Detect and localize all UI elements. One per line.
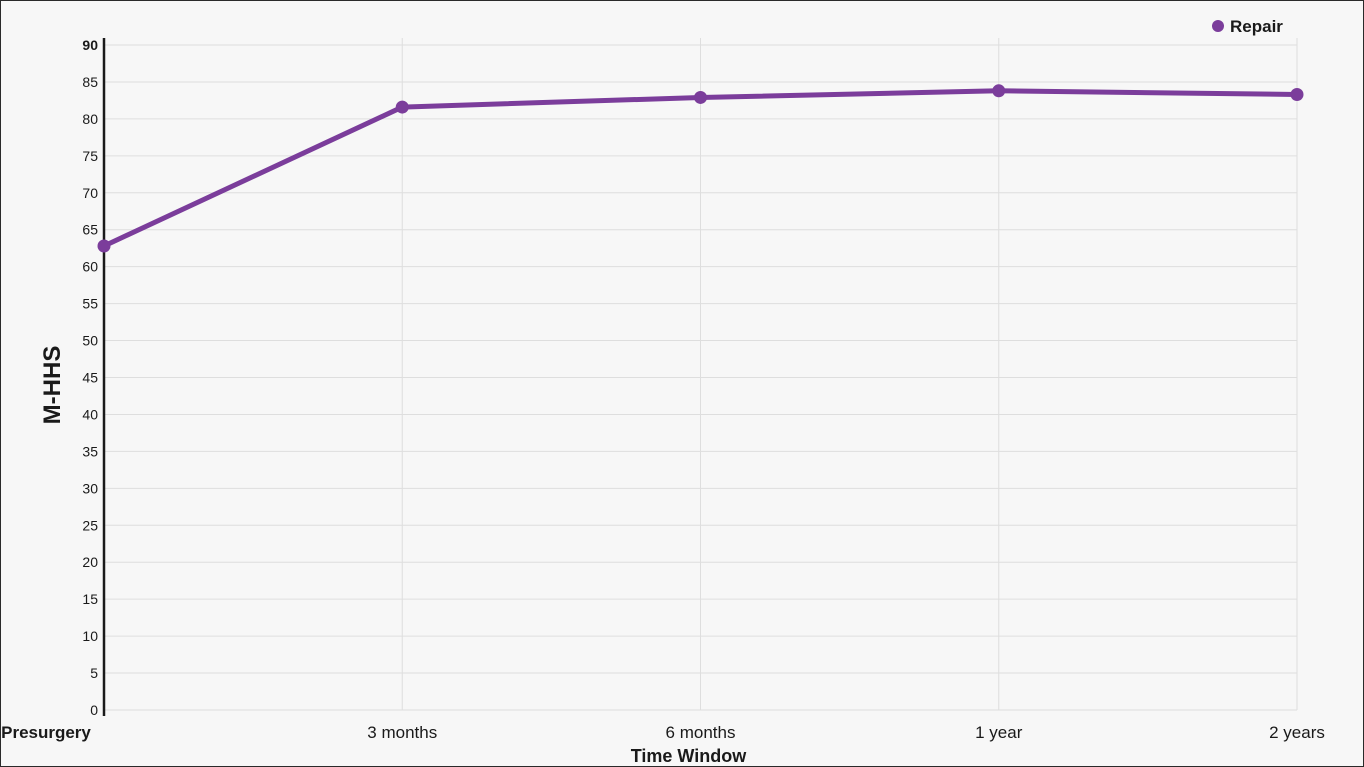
x-tick-label: 1 year <box>975 723 1023 742</box>
y-axis-title: M-HHS <box>39 346 66 425</box>
y-tick-label: 40 <box>82 406 98 422</box>
legend[interactable]: Repair <box>1212 17 1283 36</box>
y-tick-label: 65 <box>82 222 98 238</box>
y-tick-label: 80 <box>82 111 98 127</box>
y-tick-label: 50 <box>82 333 98 349</box>
legend-label-repair: Repair <box>1230 17 1283 36</box>
data-point[interactable] <box>992 84 1006 98</box>
y-tick-label: 75 <box>82 148 98 164</box>
y-tick-label: 60 <box>82 259 98 275</box>
y-tick-label: 15 <box>82 591 98 607</box>
x-tick-label: Presurgery <box>1 723 91 742</box>
y-tick-label: 30 <box>82 480 98 496</box>
y-tick-label: 5 <box>90 665 98 681</box>
data-point[interactable] <box>97 239 111 253</box>
x-tick-label: 2 years <box>1269 723 1325 742</box>
x-tick-label: 6 months <box>666 723 736 742</box>
x-tick-label: 3 months <box>367 723 437 742</box>
y-tick-label: 90 <box>82 37 98 53</box>
y-tick-label: 55 <box>82 296 98 312</box>
y-tick-label: 45 <box>82 370 98 386</box>
y-tick-label: 35 <box>82 443 98 459</box>
x-axis-title: Time Window <box>631 746 748 766</box>
x-tick-labels: Presurgery 3 months 6 months 1 year 2 years <box>1 723 1325 742</box>
y-tick-label: 70 <box>82 185 98 201</box>
x-gridlines <box>401 38 1298 710</box>
y-tick-label: 20 <box>82 554 98 570</box>
data-point[interactable] <box>694 90 707 104</box>
y-tick-label: 25 <box>82 517 98 533</box>
y-tick-label: 85 <box>82 74 98 90</box>
data-point[interactable] <box>395 100 409 114</box>
series-layer <box>97 84 1304 253</box>
y-tick-label: 10 <box>82 628 98 644</box>
y-tick-label: 0 <box>90 702 98 718</box>
data-point[interactable] <box>1290 88 1304 102</box>
legend-marker-repair <box>1212 20 1224 32</box>
y-tick-labels: 0 5 10 15 20 25 30 35 40 45 50 55 60 65 70 75 80 85 90 <box>82 37 98 718</box>
